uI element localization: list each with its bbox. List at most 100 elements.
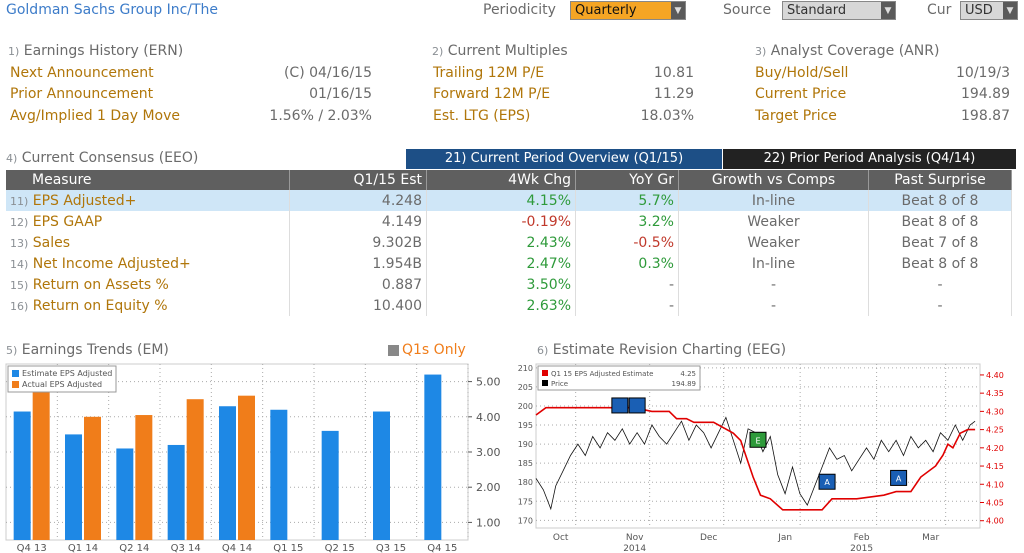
trailing-pe-label: Trailing 12M P/E bbox=[433, 65, 545, 81]
column-header[interactable]: 4Wk Chg bbox=[426, 170, 576, 190]
forward-pe-label: Forward 12M P/E bbox=[433, 86, 551, 102]
estimate-value: 9.302B bbox=[289, 232, 427, 253]
current-multiples-header[interactable]: 2) Current Multiples bbox=[432, 43, 568, 59]
estimate-bar bbox=[13, 411, 31, 540]
ltg-label: Est. LTG (EPS) bbox=[433, 108, 531, 124]
estimate-line bbox=[535, 406, 976, 511]
column-header[interactable]: Past Surprise bbox=[868, 170, 1012, 190]
estimate-revision-title: Estimate Revision Charting (EEG) bbox=[552, 342, 787, 358]
year-label: 2014 bbox=[623, 544, 646, 553]
analyst-coverage-header[interactable]: 3) Analyst Coverage (ANR) bbox=[755, 43, 939, 59]
row-number: 16) bbox=[10, 299, 29, 313]
chevron-down-icon: ▼ bbox=[881, 2, 895, 19]
growth-vs-comps: - bbox=[678, 274, 869, 295]
event-marker-label: A bbox=[824, 478, 830, 487]
x-tick-label: Q4 15 bbox=[427, 543, 457, 553]
column-header[interactable]: Growth vs Comps bbox=[678, 170, 869, 190]
measure-label: Return on Equity % bbox=[32, 297, 168, 314]
q1s-only-label: Q1s Only bbox=[402, 342, 466, 358]
x-tick-label: Q4 13 bbox=[17, 543, 47, 553]
right-tick-label: 4.20 bbox=[986, 444, 1004, 453]
month-label: Oct bbox=[553, 533, 569, 543]
table-row[interactable]: 16) Return on Equity % 10.400 2.63% - - - bbox=[6, 295, 1012, 316]
current-price-label: Current Price bbox=[755, 86, 847, 102]
growth-vs-comps: In-line bbox=[678, 190, 869, 211]
estimate-value: 4.248 bbox=[289, 190, 427, 211]
consensus-header[interactable]: 4) Current Consensus (EEO) bbox=[6, 150, 198, 166]
year-label: 2015 bbox=[850, 544, 873, 553]
company-title: Goldman Sachs Group Inc/The bbox=[6, 2, 219, 18]
buy-hold-sell-value: 10/19/3 bbox=[956, 65, 1010, 81]
chevron-down-icon: ▼ bbox=[671, 2, 685, 19]
tab-current-period[interactable]: 21) Current Period Overview (Q1/15) bbox=[406, 149, 722, 169]
row-number: 15) bbox=[10, 278, 29, 292]
section-number: 3) bbox=[755, 45, 767, 58]
x-tick-label: Q4 14 bbox=[222, 543, 252, 553]
revision-marker-icon bbox=[628, 397, 646, 414]
y-tick-label: 4.00 bbox=[476, 411, 501, 424]
source-label: Source bbox=[723, 2, 772, 18]
past-surprise: Beat 8 of 8 bbox=[868, 190, 1012, 211]
row-number: 14) bbox=[10, 257, 29, 271]
y-tick-label: 2.00 bbox=[476, 481, 501, 494]
table-row[interactable]: 13) Sales 9.302B 2.43% -0.5% Weaker Beat 7 of… bbox=[6, 232, 1012, 253]
x-tick-label: Q3 14 bbox=[171, 543, 201, 553]
estimate-bar bbox=[219, 406, 236, 540]
estimate-value: 4.149 bbox=[289, 211, 427, 232]
avg-move-value: 1.56% / 2.03% bbox=[269, 108, 372, 124]
source-value: Standard bbox=[783, 2, 881, 19]
section-number: 6) bbox=[537, 344, 549, 357]
source-select[interactable]: Standard ▼ bbox=[782, 1, 896, 20]
row-number: 11) bbox=[10, 194, 29, 208]
column-header[interactable]: Q1/15 Est bbox=[289, 170, 427, 190]
x-tick-label: Q1 15 bbox=[273, 543, 303, 553]
row-number: 13) bbox=[10, 236, 29, 250]
actual-bar bbox=[84, 416, 101, 540]
estimate-value: 0.887 bbox=[289, 274, 427, 295]
table-row[interactable]: 14) Net Income Adjusted+ 1.954B 2.47% 0.3% I… bbox=[6, 253, 1012, 274]
yoy-growth: 0.3% bbox=[575, 253, 679, 274]
trailing-pe-value: 10.81 bbox=[653, 65, 694, 81]
estimate-revision-header[interactable]: 6) Estimate Revision Charting (EEG) bbox=[537, 342, 786, 358]
legend-value: 194.89 bbox=[672, 380, 697, 388]
earnings-history-header[interactable]: 1) Earnings History (ERN) bbox=[8, 43, 183, 59]
prior-announcement-value: 01/16/15 bbox=[309, 86, 372, 102]
tab-prior-period[interactable]: 22) Prior Period Analysis (Q4/14) bbox=[723, 149, 1016, 169]
four-week-change: 3.50% bbox=[426, 274, 576, 295]
checkbox-icon bbox=[388, 344, 399, 356]
table-row[interactable]: 12) EPS GAAP 4.149 -0.19% 3.2% Weaker Beat 8 … bbox=[6, 211, 1012, 232]
estimate-value: 10.400 bbox=[289, 295, 427, 316]
currency-value: USD bbox=[961, 2, 1003, 19]
periodicity-select[interactable]: Quarterly ▼ bbox=[570, 1, 686, 20]
revision-marker-icon bbox=[611, 397, 629, 414]
cur-label: Cur bbox=[927, 2, 952, 18]
estimate-bar bbox=[424, 374, 442, 540]
measure-cell: 14) Net Income Adjusted+ bbox=[6, 253, 290, 274]
event-marker-icon bbox=[749, 431, 767, 448]
next-announcement-label: Next Announcement bbox=[10, 65, 154, 81]
chevron-down-icon: ▼ bbox=[1003, 2, 1017, 19]
q1s-only-toggle[interactable]: Q1s Only bbox=[388, 342, 466, 358]
column-header[interactable]: Measure bbox=[6, 170, 290, 190]
column-header[interactable]: YoY Gr bbox=[575, 170, 679, 190]
section-number: 2) bbox=[432, 45, 444, 58]
estimate-bar bbox=[116, 448, 134, 540]
legend-label: Actual EPS Adjusted bbox=[22, 380, 102, 389]
table-row[interactable]: 11) EPS Adjusted+ 4.248 4.15% 5.7% In-line Be… bbox=[6, 190, 1012, 211]
left-tick-label: 200 bbox=[518, 402, 533, 411]
earnings-trends-header[interactable]: 5) Earnings Trends (EM) bbox=[6, 342, 169, 358]
consensus-table: Measure Q1/15 Est 4Wk Chg YoY Gr Growth … bbox=[6, 170, 1012, 316]
actual-bar bbox=[238, 395, 255, 540]
estimate-bar bbox=[321, 430, 339, 540]
growth-vs-comps: - bbox=[678, 295, 869, 316]
month-label: Nov bbox=[626, 533, 644, 543]
legend-value: 4.25 bbox=[680, 370, 696, 378]
four-week-change: 4.15% bbox=[426, 190, 576, 211]
earnings-history-title: Earnings History (ERN) bbox=[23, 43, 184, 59]
right-tick-label: 4.30 bbox=[986, 407, 1004, 416]
table-row[interactable]: 15) Return on Assets % 0.887 3.50% - - - bbox=[6, 274, 1012, 295]
earnings-trends-title: Earnings Trends (EM) bbox=[21, 342, 169, 358]
currency-select[interactable]: USD ▼ bbox=[960, 1, 1018, 20]
yoy-growth: 3.2% bbox=[575, 211, 679, 232]
actual-bar bbox=[186, 399, 204, 540]
